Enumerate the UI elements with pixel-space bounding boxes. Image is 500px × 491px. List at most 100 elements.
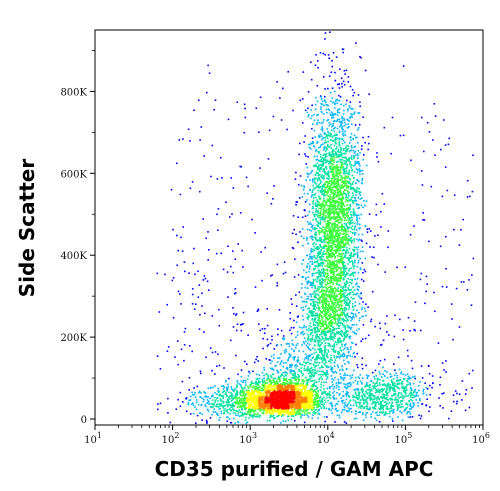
data-point	[391, 382, 394, 385]
data-point	[324, 286, 326, 288]
data-point	[157, 408, 159, 411]
data-point	[397, 386, 399, 389]
data-point	[401, 380, 404, 383]
data-point	[330, 368, 332, 371]
data-point	[347, 257, 349, 260]
data-point	[347, 354, 349, 357]
data-point	[351, 196, 353, 199]
data-point	[309, 338, 312, 340]
data-point	[334, 286, 336, 289]
data-point	[218, 390, 221, 393]
data-point	[470, 304, 473, 306]
data-point	[376, 411, 378, 414]
data-point	[268, 379, 271, 381]
data-point	[344, 234, 347, 237]
data-point	[223, 412, 225, 415]
data-point	[159, 368, 162, 370]
data-point	[322, 303, 324, 306]
data-point	[422, 390, 424, 392]
data-point	[262, 381, 265, 384]
data-point	[325, 293, 327, 296]
data-point	[331, 378, 333, 380]
data-point	[363, 199, 365, 202]
data-point	[362, 206, 364, 209]
data-point	[352, 330, 354, 333]
data-point	[413, 394, 415, 397]
data-point	[307, 329, 310, 332]
data-point	[226, 394, 228, 397]
data-point	[359, 250, 362, 253]
data-point	[317, 67, 319, 69]
data-point	[333, 107, 336, 109]
data-point	[328, 181, 330, 183]
data-point	[460, 281, 463, 283]
data-point	[329, 402, 331, 405]
data-point	[355, 315, 357, 317]
data-point	[348, 226, 350, 229]
data-point	[307, 173, 309, 176]
data-point	[236, 384, 238, 387]
data-point	[345, 146, 347, 148]
data-point	[412, 376, 414, 378]
data-point	[355, 396, 357, 399]
data-point	[334, 71, 336, 74]
data-point	[316, 354, 318, 357]
data-point	[339, 349, 342, 351]
data-point	[312, 302, 315, 304]
data-point	[359, 55, 361, 58]
data-point	[331, 407, 334, 409]
data-point	[334, 113, 337, 115]
data-point	[422, 392, 425, 394]
data-point	[301, 98, 304, 100]
data-point	[335, 133, 337, 135]
data-point	[311, 115, 313, 117]
data-point	[342, 310, 344, 312]
data-point	[318, 251, 320, 254]
data-point	[331, 166, 334, 169]
data-point	[310, 315, 313, 317]
data-point	[302, 330, 304, 333]
data-point	[344, 178, 346, 180]
data-point	[353, 293, 356, 295]
data-point	[368, 395, 371, 398]
data-point	[240, 323, 243, 326]
data-point	[356, 238, 358, 241]
data-point	[328, 250, 331, 252]
data-point	[316, 180, 319, 182]
data-point	[396, 405, 399, 408]
data-point	[188, 377, 191, 379]
data-point	[308, 173, 310, 175]
data-point	[341, 287, 344, 290]
data-point	[156, 355, 159, 357]
data-point	[313, 295, 316, 298]
data-point	[337, 148, 340, 151]
data-point	[317, 413, 319, 415]
data-point	[326, 366, 328, 368]
data-point	[229, 413, 231, 415]
data-point	[333, 328, 336, 330]
data-point	[350, 312, 353, 315]
data-point	[194, 303, 197, 305]
data-point	[340, 147, 342, 150]
data-point	[306, 414, 309, 417]
data-point	[336, 274, 339, 276]
data-point	[331, 114, 334, 116]
data-point	[323, 302, 326, 305]
data-point	[399, 410, 401, 413]
data-point	[321, 259, 323, 261]
data-point	[317, 119, 319, 121]
data-point	[314, 318, 316, 321]
data-point	[344, 266, 346, 268]
data-point	[365, 398, 368, 400]
data-point	[322, 330, 325, 333]
data-point	[320, 332, 323, 334]
data-point	[333, 344, 335, 347]
data-point	[235, 314, 237, 316]
data-point	[208, 403, 211, 405]
data-point	[324, 100, 326, 102]
data-point	[299, 416, 302, 418]
data-point	[334, 359, 337, 361]
data-point	[312, 334, 314, 337]
data-point	[426, 388, 429, 390]
data-point	[349, 291, 352, 294]
